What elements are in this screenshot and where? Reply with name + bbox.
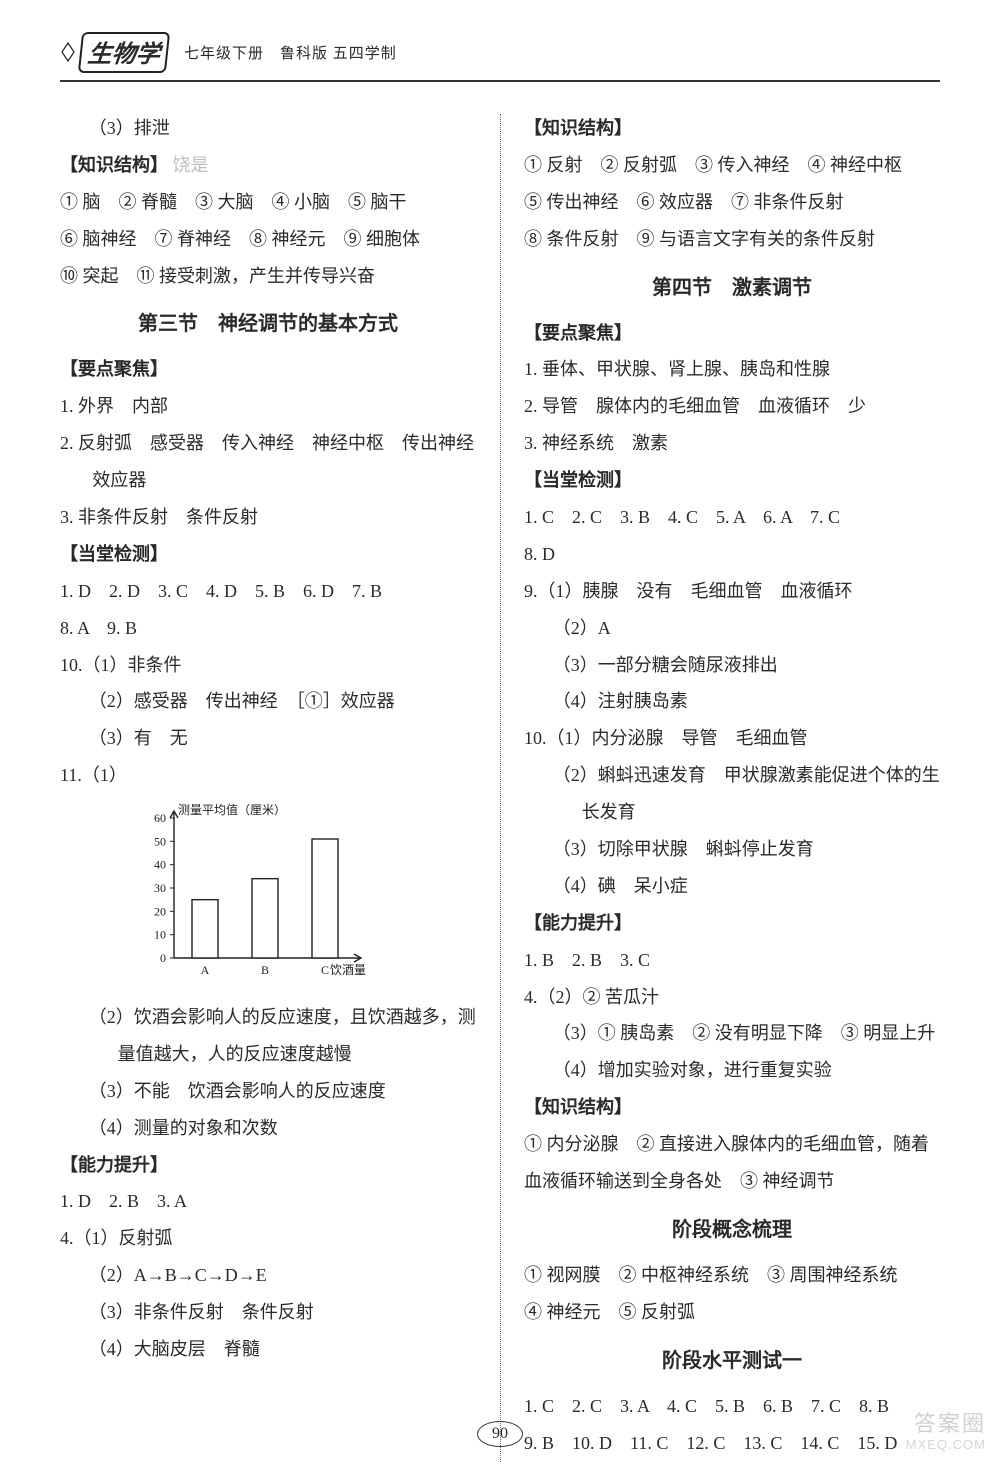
- section-title: 第四节 激素调节: [524, 268, 940, 309]
- section-label: 【知识结构】: [524, 1089, 940, 1126]
- svg-text:0: 0: [160, 951, 166, 965]
- text-line: 8. A 9. B: [60, 610, 476, 647]
- text-line: （4）碘 呆小症: [524, 868, 940, 905]
- text-line: （4）测量的对象和次数: [60, 1110, 476, 1147]
- header-subtitle: 七年级下册 鲁科版 五四学制: [184, 42, 397, 63]
- text-line: （2）感受器 传出神经 ［①］效应器: [60, 683, 476, 720]
- section-label: 【知识结构】: [524, 110, 940, 147]
- text-line: （2）蝌蚪迅速发育 甲状腺激素能促进个体的生长发育: [524, 757, 940, 831]
- svg-text:30: 30: [154, 881, 166, 895]
- svg-text:10: 10: [154, 928, 166, 942]
- text-line: （2）饮酒会影响人的反应速度，且饮酒越多，测量值越大，人的反应速度越慢: [60, 999, 476, 1073]
- text-line: 9.（1）胰腺 没有 毛细血管 血液循环: [524, 573, 940, 610]
- faint-text: 饶是: [173, 155, 209, 175]
- text-line: 1. 垂体、甲状腺、肾上腺、胰岛和性腺: [524, 351, 940, 388]
- section-label: 【能力提升】: [60, 1147, 476, 1184]
- text-line: ⑩ 突起 ⑪ 接受刺激，产生并传导兴奋: [60, 258, 476, 295]
- decor-icon: [60, 41, 76, 63]
- text-line: ① 内分泌腺 ② 直接进入腺体内的毛细血管，随着血液循环输送到全身各处 ③ 神经…: [524, 1126, 940, 1200]
- text-line: （3）不能 饮酒会影响人的反应速度: [60, 1073, 476, 1110]
- watermark: 答案圈 MXEQ.COM: [906, 1411, 986, 1453]
- text-line: （3）排泄: [60, 110, 476, 147]
- section-title: 阶段水平测试一: [524, 1341, 940, 1382]
- content-columns: （3）排泄 【知识结构】 饶是 ① 脑 ② 脊髓 ③ 大脑 ④ 小脑 ⑤ 脑干 …: [60, 110, 940, 1462]
- text-line: （4）增加实验对象，进行重复实验: [524, 1052, 940, 1089]
- left-column: （3）排泄 【知识结构】 饶是 ① 脑 ② 脊髓 ③ 大脑 ④ 小脑 ⑤ 脑干 …: [60, 110, 500, 1462]
- text-line: ⑧ 条件反射 ⑨ 与语言文字有关的条件反射: [524, 221, 940, 258]
- section-label: 【当堂检测】: [524, 462, 940, 499]
- watermark-line1: 答案圈: [906, 1411, 986, 1437]
- text-line: （3）① 胰岛素 ② 没有明显下降 ③ 明显上升: [524, 1015, 940, 1052]
- svg-text:C: C: [321, 963, 329, 977]
- text-line: 1. C 2. C 3. A 4. C 5. B 6. B 7. C 8. B: [524, 1388, 940, 1425]
- svg-text:60: 60: [154, 811, 166, 825]
- page-number: 90: [477, 1421, 523, 1447]
- text-line: 1. B 2. B 3. C: [524, 942, 940, 979]
- svg-text:B: B: [261, 963, 269, 977]
- page: 生物学 七年级下册 鲁科版 五四学制 （3）排泄 【知识结构】 饶是 ① 脑 ②…: [0, 0, 1000, 1465]
- svg-text:A: A: [201, 963, 210, 977]
- page-header: 生物学 七年级下册 鲁科版 五四学制: [60, 30, 940, 82]
- section-label: 【当堂检测】: [60, 536, 476, 573]
- column-separator: [500, 114, 501, 1462]
- text-line: ① 视网膜 ② 中枢神经系统 ③ 周围神经系统: [524, 1257, 940, 1294]
- text-line: 1. C 2. C 3. B 4. C 5. A 6. A 7. C: [524, 499, 940, 536]
- text-line: 2. 导管 腺体内的毛细血管 血液循环 少: [524, 388, 940, 425]
- text-line: 4.（2）② 苦瓜汁: [524, 979, 940, 1016]
- page-number-value: 90: [477, 1421, 523, 1447]
- text-line: 11.（1）: [60, 757, 476, 794]
- text-line: （4）大脑皮层 脊髓: [60, 1331, 476, 1368]
- text-line: （4）注射胰岛素: [524, 683, 940, 720]
- svg-text:40: 40: [154, 858, 166, 872]
- text-line: 9. B 10. D 11. C 12. C 13. C 14. C 15. D: [524, 1425, 940, 1462]
- text-line: ① 脑 ② 脊髓 ③ 大脑 ④ 小脑 ⑤ 脑干: [60, 184, 476, 221]
- text-line: ⑤ 传出神经 ⑥ 效应器 ⑦ 非条件反射: [524, 184, 940, 221]
- svg-text:测量平均值（厘米）: 测量平均值（厘米）: [178, 802, 286, 817]
- watermark-line2: MXEQ.COM: [906, 1437, 986, 1453]
- section-label: 【要点聚焦】: [60, 351, 476, 388]
- text-line: （3）非条件反射 条件反射: [60, 1294, 476, 1331]
- text-line: 1. D 2. B 3. A: [60, 1183, 476, 1220]
- header-subject: 生物学: [78, 32, 170, 73]
- svg-text:饮酒量: 饮酒量: [330, 963, 366, 977]
- section-label: 【要点聚焦】: [524, 315, 940, 352]
- header-logo: 生物学: [60, 32, 168, 73]
- text-line: （3）切除甲状腺 蝌蚪停止发育: [524, 831, 940, 868]
- bar-chart-svg: 测量平均值（厘米） 0 10 20 30 40 50 60 A B C饮酒量: [130, 800, 370, 980]
- section-title: 第三节 神经调节的基本方式: [60, 304, 476, 345]
- text-line: 2. 反射弧 感受器 传入神经 神经中枢 传出神经 效应器: [60, 425, 476, 499]
- text-line: 【知识结构】 饶是: [60, 147, 476, 184]
- section-label: 【能力提升】: [524, 905, 940, 942]
- text-line: （2）A→B→C→D→E: [60, 1257, 476, 1294]
- text-line: 1. 外界 内部: [60, 388, 476, 425]
- text-line: 4.（1）反射弧: [60, 1220, 476, 1257]
- text-line: 10.（1）内分泌腺 导管 毛细血管: [524, 720, 940, 757]
- bar-chart: 测量平均值（厘米） 0 10 20 30 40 50 60 A B C饮酒量: [60, 794, 476, 999]
- text-line: 10.（1）非条件: [60, 647, 476, 684]
- right-column: 【知识结构】 ① 反射 ② 反射弧 ③ 传入神经 ④ 神经中枢 ⑤ 传出神经 ⑥…: [500, 110, 940, 1462]
- text-line: ④ 神经元 ⑤ 反射弧: [524, 1294, 940, 1331]
- text-line: 3. 非条件反射 条件反射: [60, 499, 476, 536]
- text-line: 3. 神经系统 激素: [524, 425, 940, 462]
- text-line: ⑥ 脑神经 ⑦ 脊神经 ⑧ 神经元 ⑨ 细胞体: [60, 221, 476, 258]
- section-label: 【知识结构】: [60, 155, 168, 175]
- text-line: （3）一部分糖会随尿液排出: [524, 647, 940, 684]
- text-line: 8. D: [524, 536, 940, 573]
- text-line: （3）有 无: [60, 720, 476, 757]
- svg-text:20: 20: [154, 904, 166, 918]
- text-line: （2）A: [524, 610, 940, 647]
- text-line: ① 反射 ② 反射弧 ③ 传入神经 ④ 神经中枢: [524, 147, 940, 184]
- section-title: 阶段概念梳理: [524, 1210, 940, 1251]
- svg-text:50: 50: [154, 834, 166, 848]
- text-line: 1. D 2. D 3. C 4. D 5. B 6. D 7. B: [60, 573, 476, 610]
